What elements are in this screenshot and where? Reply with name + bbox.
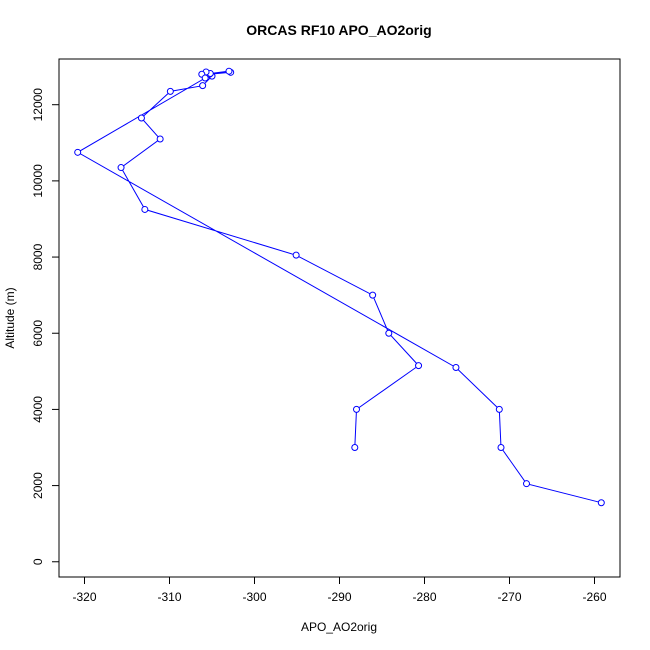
data-point [225,67,233,75]
data-point [117,164,125,172]
data-point [137,114,145,122]
data-point [597,499,605,507]
y-axis-label: Altitude (m) [3,287,17,348]
y-axis: 0 2000 4000 6000 8000 10000 12000 [31,88,60,565]
y-tick-label: 10000 [31,164,45,198]
data-point [156,135,164,143]
data-point [353,405,360,413]
y-tick-label: 6000 [31,320,45,347]
y-tick-label: 12000 [31,88,45,122]
y-tick-label: 0 [31,558,45,565]
x-axis: -320 -310 -300 -290 -280 -270 -260 [72,576,607,604]
x-tick-label: -300 [242,590,266,604]
data-point [166,87,174,95]
data-point [452,364,460,372]
chart-title: ORCAS RF10 APO_AO2orig [246,22,431,38]
data-point [497,444,505,451]
x-tick-label: -290 [327,590,351,604]
data-point [201,74,209,82]
x-tick-label: -270 [497,590,521,604]
plot-area [58,58,621,578]
x-tick-label: -260 [582,590,606,604]
data-point [415,362,423,370]
data-point [74,148,82,156]
y-tick-label: 2000 [31,472,45,499]
x-tick-label: -280 [412,590,436,604]
x-axis-label: APO_AO2orig [301,620,377,634]
data-point [369,291,377,299]
data-point [199,82,207,90]
data-point [141,205,149,213]
data-point [351,444,359,451]
series-layer [74,67,605,507]
y-tick-label: 8000 [31,243,45,270]
data-point [385,329,393,337]
x-tick-label: -320 [72,590,96,604]
series-line [76,70,602,504]
data-point [495,405,503,413]
y-tick-label: 4000 [31,396,45,423]
data-point [292,251,300,259]
x-tick-label: -310 [157,590,181,604]
data-point [523,480,530,488]
